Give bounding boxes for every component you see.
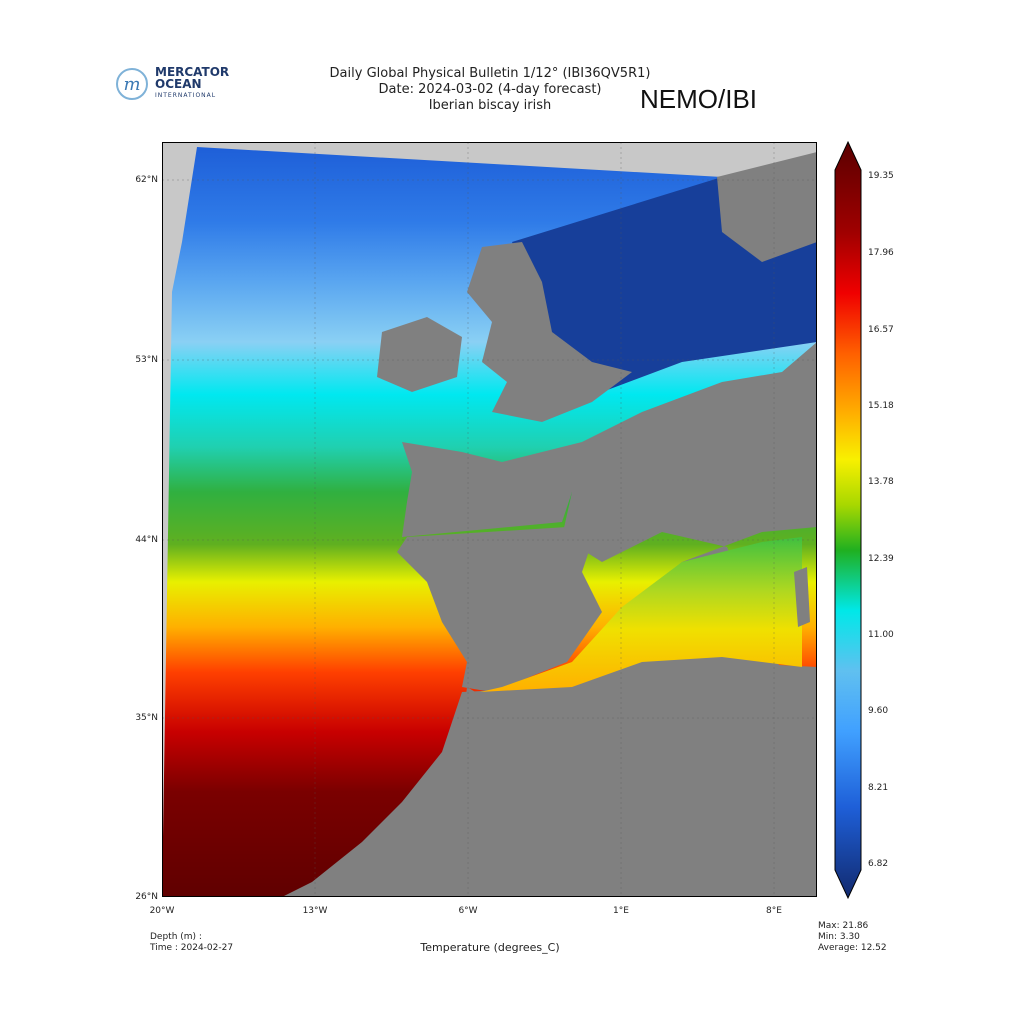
lon-tick-8e: 8°E: [766, 906, 782, 916]
depth-label: Depth (m) :: [150, 932, 202, 942]
lon-tick-1e: 1°E: [613, 906, 629, 916]
temperature-map-graphic: [162, 142, 817, 897]
mercator-logo-icon: m: [116, 68, 148, 100]
colorbar-tick-5: 13.78: [868, 477, 894, 487]
lat-tick-62n: 62°N: [135, 175, 158, 185]
colorbar-tick-1: 19.35: [868, 171, 894, 181]
title-line1: Daily Global Physical Bulletin 1/12° (IB…: [329, 66, 651, 81]
land-ireland: [377, 317, 462, 392]
title-line3: Iberian biscay irish: [428, 98, 552, 113]
x-axis-label: Temperature (degrees_C): [420, 941, 560, 954]
colorbar-tick-6: 12.39: [868, 554, 894, 564]
time-label: Time : 2024-02-27: [150, 943, 234, 953]
title-line2: Date: 2024-03-02 (4-day forecast): [378, 82, 602, 97]
colorbar-tick-9: 8.21: [868, 783, 889, 793]
colorbar: [833, 140, 863, 900]
land-france: [402, 442, 582, 537]
lat-tick-53n: 53°N: [135, 355, 158, 365]
colorbar-tick-4: 15.18: [868, 401, 894, 411]
average-value: Average: 12.52: [818, 943, 887, 953]
colorbar-tick-2: 17.96: [868, 248, 894, 258]
colorbar-graphic: [834, 140, 862, 900]
land-north-africa: [282, 662, 817, 897]
logo-line1: MERCATOR: [155, 65, 230, 79]
model-label: NEMO/IBI: [640, 84, 758, 114]
lon-tick-20w: 20°W: [149, 906, 175, 916]
lat-tick-26n: 26°N: [135, 892, 158, 902]
land-norway: [717, 152, 817, 262]
land-sardinia: [794, 567, 810, 627]
land-great-britain: [467, 242, 632, 422]
svg-text:m: m: [123, 74, 140, 95]
lat-tick-44n: 44°N: [135, 535, 158, 545]
colorbar-tick-10: 6.82: [868, 859, 889, 869]
lon-tick-13w: 13°W: [302, 906, 328, 916]
logo-line2: OCEAN: [155, 77, 202, 91]
mediterranean-sea: [480, 537, 802, 692]
lon-tick-6w: 6°W: [458, 906, 478, 916]
lat-tick-35n: 35°N: [135, 713, 158, 723]
colorbar-tick-8: 9.60: [868, 706, 889, 716]
land-iberian-peninsula: [397, 527, 602, 692]
colorbar-tick-3: 16.57: [868, 325, 894, 335]
colorbar-tick-7: 11.00: [868, 630, 894, 640]
logo-line3: INTERNATIONAL: [155, 92, 217, 99]
min-value: Min: 3.30: [818, 932, 860, 942]
temperature-map: [162, 142, 817, 897]
max-value: Max: 21.86: [818, 921, 869, 931]
mercator-logo: m MERCATOR OCEAN INTERNATIONAL: [115, 66, 245, 102]
